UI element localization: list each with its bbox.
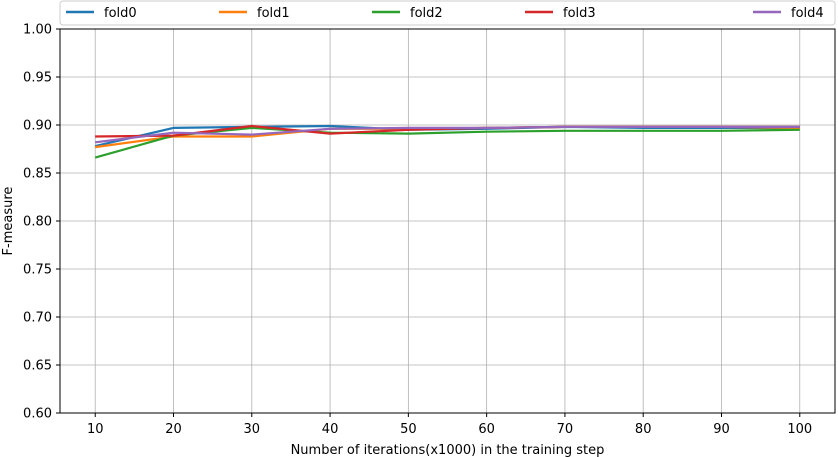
y-tick-label: 0.95 <box>23 71 52 86</box>
legend-label-fold2: fold2 <box>410 6 443 21</box>
legend: fold0 fold1 fold2 fold3 fold4 <box>59 0 836 26</box>
x-tick-label: 90 <box>713 422 730 437</box>
legend-label-fold1: fold1 <box>257 6 290 21</box>
y-tick-label: 0.65 <box>23 359 52 374</box>
legend-label-fold3: fold3 <box>563 6 596 21</box>
y-tick-label: 1.00 <box>23 23 52 38</box>
x-tick-label: 50 <box>400 422 417 437</box>
y-tick-label: 0.75 <box>23 263 52 278</box>
x-tick-label: 80 <box>635 422 652 437</box>
x-tick-label: 30 <box>244 422 261 437</box>
x-axis-label: Number of iterations(x1000) in the train… <box>291 443 605 457</box>
y-axis: 0.60 0.65 0.70 0.75 0.80 0.85 0.90 0.95 1.00 <box>23 23 60 422</box>
legend-label-fold4: fold4 <box>791 6 824 21</box>
series-lines <box>94 124 800 159</box>
x-tick-label: 60 <box>478 422 495 437</box>
legend-box <box>59 0 836 26</box>
legend-label-fold0: fold0 <box>104 6 137 21</box>
y-tick-label: 0.80 <box>23 215 52 230</box>
x-axis: 10 20 30 40 50 60 70 80 90 100 <box>87 413 812 437</box>
y-tick-label: 0.60 <box>23 407 52 422</box>
y-tick-label: 0.70 <box>23 311 52 326</box>
y-tick-label: 0.85 <box>23 167 52 182</box>
x-tick-label: 20 <box>165 422 182 437</box>
series-line-fold4 <box>95 125 800 144</box>
y-axis-label: F-measure <box>1 187 16 256</box>
grid-lines <box>60 28 835 414</box>
x-tick-label: 100 <box>787 422 812 437</box>
x-tick-label: 40 <box>322 422 339 437</box>
y-tick-label: 0.90 <box>23 119 52 134</box>
x-tick-label: 10 <box>87 422 104 437</box>
x-tick-label: 70 <box>557 422 574 437</box>
